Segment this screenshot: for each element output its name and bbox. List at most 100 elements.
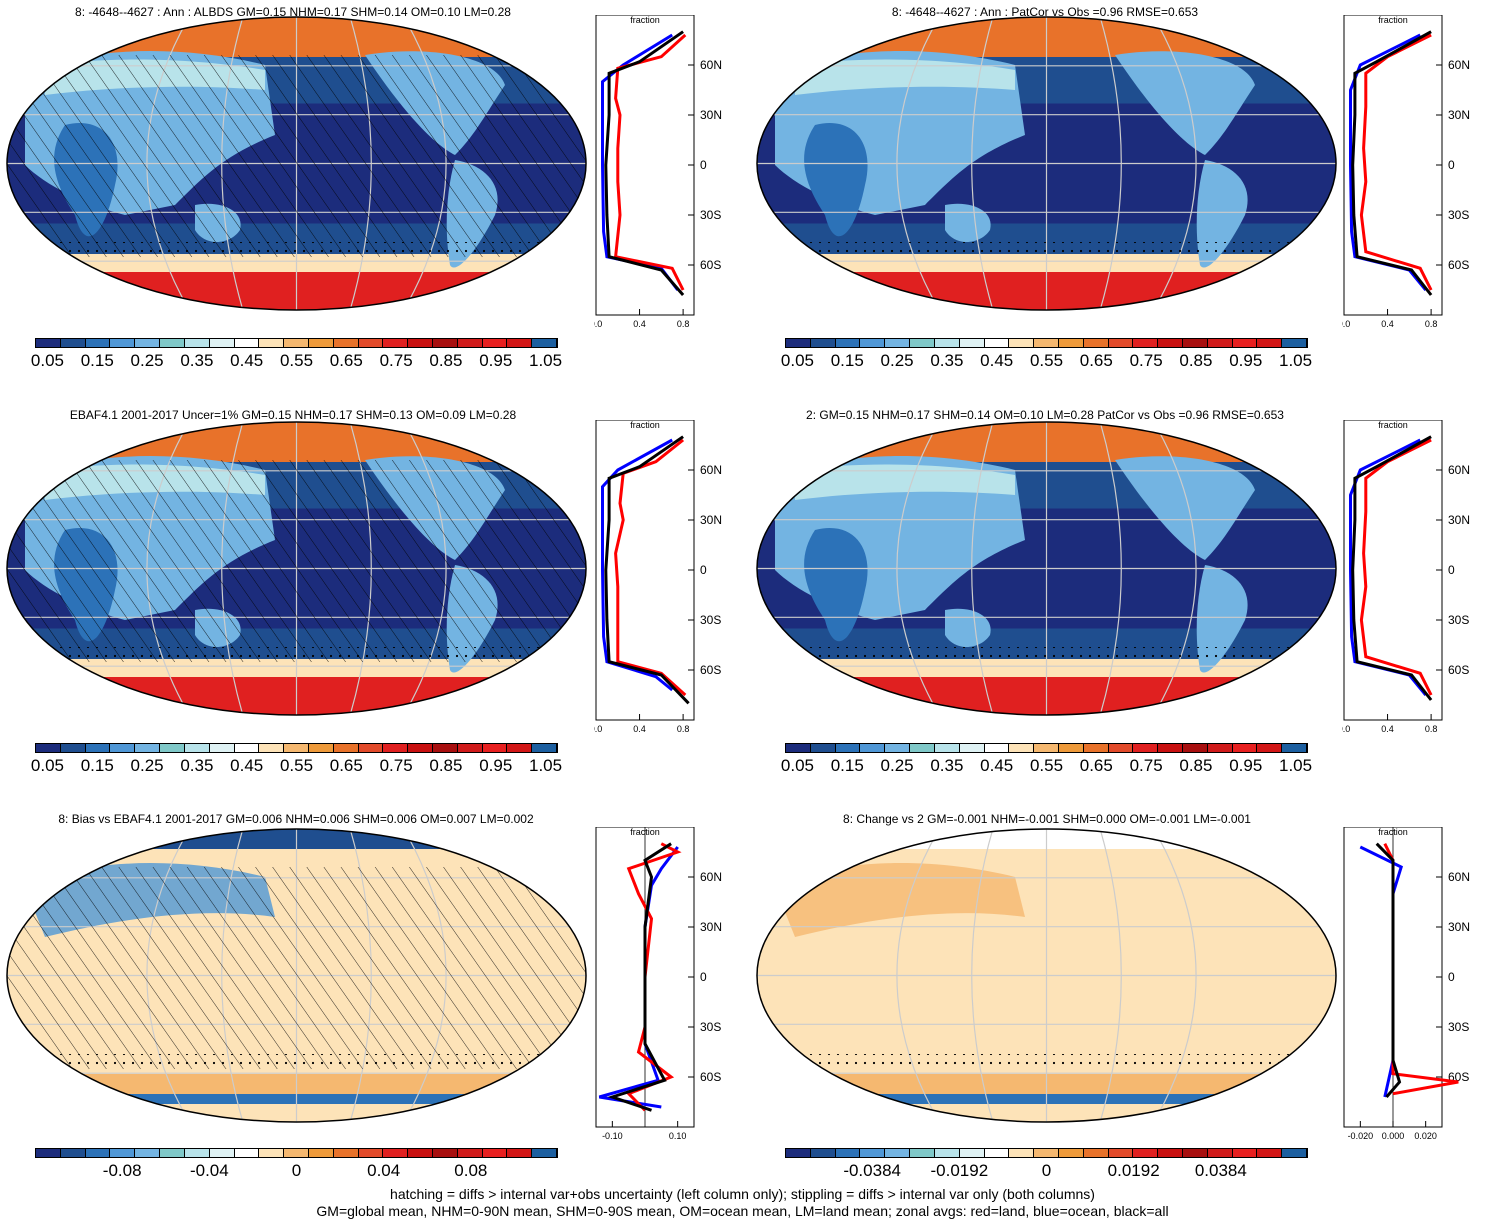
colorbar-swatch xyxy=(482,339,508,347)
stippling-overlay xyxy=(757,242,1336,258)
colorbar-swatch xyxy=(1183,744,1208,752)
zonal-series-ocean xyxy=(598,846,679,1109)
colorbar-swatch xyxy=(433,339,458,347)
zonal-top-label: fraction xyxy=(1378,420,1408,430)
colorbar-label: 0.45 xyxy=(980,756,1014,775)
zonal-series-all xyxy=(604,435,690,705)
colorbar-label: -0.0192 xyxy=(930,1161,989,1180)
colorbar-swatch xyxy=(234,1149,260,1157)
colorbar-swatch xyxy=(507,339,533,347)
zonal-series-all xyxy=(607,842,672,1112)
colorbar-label: 1.05 xyxy=(529,351,563,370)
colorbar-label: 0.75 xyxy=(1129,351,1163,370)
colorbar-swatch xyxy=(85,339,111,347)
zonal-top-label: fraction xyxy=(1378,15,1408,25)
colorbar-swatch xyxy=(333,1149,359,1157)
colorbar-swatch xyxy=(1083,1149,1109,1157)
colorbar-label: 0.55 xyxy=(279,351,314,370)
colorbar-label: 0.75 xyxy=(379,351,413,370)
colorbar-label: 0.45 xyxy=(230,351,264,370)
stippling-overlay xyxy=(757,1054,1336,1070)
colorbar-swatch xyxy=(383,744,409,752)
colorbar xyxy=(35,338,558,348)
colorbar-swatch xyxy=(959,1149,985,1157)
colorbar-swatch xyxy=(209,339,235,347)
colorbar-label: 0.35 xyxy=(180,351,214,370)
lat-label: 60N xyxy=(1448,58,1470,72)
x-tick-label: 0.4 xyxy=(633,724,646,734)
colorbar xyxy=(785,743,1308,753)
snow-band-shape xyxy=(795,464,1015,500)
colorbar-swatch xyxy=(358,1149,384,1157)
global-map xyxy=(756,16,1337,311)
zonal-series-all xyxy=(1351,435,1433,701)
zonal-series-ocean xyxy=(1349,438,1427,696)
hatching-overlay xyxy=(7,867,586,1069)
lat-label: 30S xyxy=(700,208,721,222)
colorbar-swatch xyxy=(160,339,185,347)
colorbar-swatch xyxy=(135,1149,161,1157)
colorbar-swatch xyxy=(36,744,61,752)
colorbar-swatch xyxy=(482,744,508,752)
colorbar-swatch xyxy=(786,744,811,752)
colorbar-swatch xyxy=(934,744,960,752)
colorbar-swatch xyxy=(1257,1149,1283,1157)
colorbar-label: -0.04 xyxy=(189,1161,229,1180)
colorbar-swatch xyxy=(433,744,458,752)
colorbar-swatch xyxy=(1133,339,1159,347)
colorbar-label: 0.65 xyxy=(329,351,363,370)
colorbar-label: 0.75 xyxy=(1129,756,1163,775)
colorbar-label: 0.95 xyxy=(1229,756,1263,775)
panel-title: EBAF4.1 2001-2017 Uncer=1% GM=0.15 NHM=0… xyxy=(69,408,517,422)
colorbar-swatch xyxy=(259,1149,285,1157)
colorbar-swatch xyxy=(1207,339,1233,347)
x-tick-label: 0.4 xyxy=(1381,724,1394,734)
colorbar-label: 0.0384 xyxy=(1194,1161,1247,1180)
panel-title: 8: -4648--4627 : Ann : PatCor vs Obs =0.… xyxy=(891,5,1199,19)
x-tick-label: -0.10 xyxy=(602,1131,623,1141)
colorbar-swatch xyxy=(835,339,861,347)
colorbar-label: -0.08 xyxy=(102,1161,142,1180)
colorbar-swatch xyxy=(984,744,1010,752)
australia-shape xyxy=(945,203,991,243)
zonal-series-ocean xyxy=(1359,845,1404,1098)
colorbar-swatch xyxy=(333,339,359,347)
x-tick-label: 0.8 xyxy=(1425,724,1438,734)
footer-line-1: hatching = diffs > internal var+obs unce… xyxy=(390,1186,1095,1202)
zonal-series-land xyxy=(614,438,687,697)
longitude-line xyxy=(1152,422,1197,715)
lat-label: 30N xyxy=(700,108,722,122)
colorbar-swatch xyxy=(184,1149,210,1157)
colorbar-swatch xyxy=(135,744,161,752)
colorbar-label: 0.45 xyxy=(980,351,1014,370)
colorbar-label: 0.05 xyxy=(780,351,814,370)
colorbar-label: 0.35 xyxy=(180,756,214,775)
colorbar-label: 0.15 xyxy=(830,756,864,775)
x-tick-label: 0.8 xyxy=(677,319,690,329)
map-border xyxy=(756,828,1337,1123)
colorbar-label: 0.05 xyxy=(30,351,64,370)
colorbar-swatch xyxy=(160,744,185,752)
colorbar-swatch xyxy=(1108,744,1134,752)
colorbar-label: 0 xyxy=(1041,1161,1052,1180)
colorbar-label: 0.0192 xyxy=(1107,1161,1160,1180)
colorbar-swatch xyxy=(284,1149,309,1157)
zonal-series-all xyxy=(604,30,685,296)
colorbar-swatch xyxy=(36,339,61,347)
colorbar-swatch xyxy=(860,1149,886,1157)
colorbar-label: 0.65 xyxy=(1079,351,1113,370)
zonal-series-land xyxy=(613,33,687,291)
colorbar-label: 0.45 xyxy=(230,756,264,775)
colorbar-swatch xyxy=(234,744,260,752)
colorbar-swatch xyxy=(1232,339,1258,347)
colorbar-swatch xyxy=(1009,744,1035,752)
colorbar-swatch xyxy=(959,744,985,752)
colorbar-swatch xyxy=(110,339,136,347)
colorbar-label: 0.25 xyxy=(130,351,164,370)
zonal-mean-plot: 60N 30N 0 30S 60S fraction 0.0 0.4 0.8 xyxy=(1342,15,1470,329)
colorbar-label: 1.05 xyxy=(529,756,563,775)
colorbar-swatch xyxy=(1083,339,1109,347)
colorbar-swatch xyxy=(786,339,811,347)
lat-label: 30N xyxy=(1448,513,1470,527)
